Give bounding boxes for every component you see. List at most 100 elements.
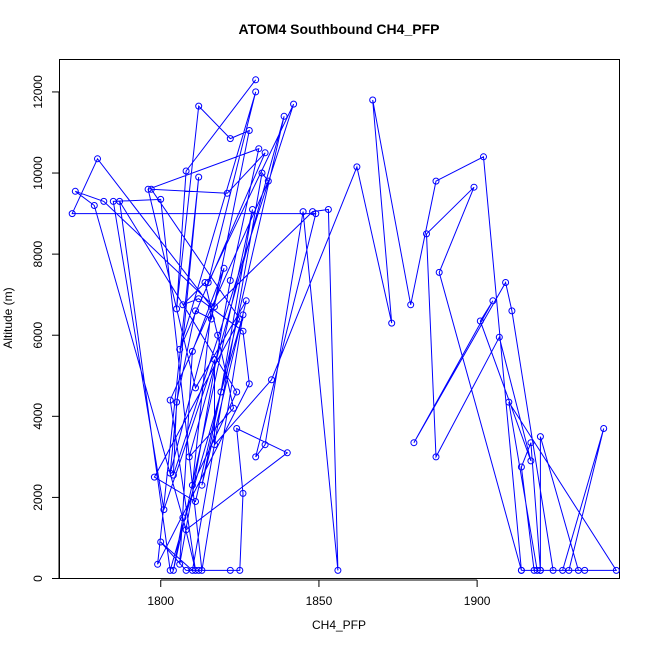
data-point <box>252 453 260 461</box>
data-point <box>502 279 510 286</box>
data-point <box>495 333 503 341</box>
data-point <box>508 307 516 315</box>
data-point <box>517 463 525 471</box>
data-point <box>249 206 256 213</box>
y-axis-label: Altitude (m) <box>1 287 15 348</box>
data-point <box>192 384 199 392</box>
data-point <box>258 169 266 177</box>
data-point <box>245 127 253 134</box>
data-point <box>261 441 269 449</box>
data-point <box>489 297 497 305</box>
data-point <box>211 441 218 449</box>
data-point <box>581 566 589 574</box>
data-point <box>214 331 222 339</box>
data-point <box>239 489 247 497</box>
data-point <box>252 88 260 96</box>
x-tick-label: 1900 <box>464 594 491 608</box>
data-point <box>533 566 541 574</box>
data-point <box>71 187 79 195</box>
data-point <box>353 163 361 171</box>
data-point <box>90 202 98 209</box>
data-point <box>150 473 158 481</box>
data-point <box>527 439 535 447</box>
data-point <box>211 356 218 363</box>
data-point <box>179 301 187 309</box>
series-layer <box>68 76 620 574</box>
data-point <box>517 566 525 574</box>
data-point <box>432 177 440 185</box>
data-point <box>299 208 307 216</box>
data-point <box>334 566 342 574</box>
data-point <box>283 449 291 457</box>
data-point <box>188 481 196 489</box>
x-tick-label: 1800 <box>147 594 174 608</box>
y-tick-label: 6000 <box>31 322 45 349</box>
x-axis-label: CH4_PFP <box>312 618 366 632</box>
chart-title: ATOM4 Southbound CH4_PFP <box>239 21 440 37</box>
y-tick-label: 4000 <box>31 403 45 430</box>
axis-layer: 1800 1850 1900 0 2000 4000 6000 8000 10000 12000 <box>31 75 491 608</box>
data-point <box>264 177 272 185</box>
data-point <box>182 526 190 534</box>
data-point <box>549 566 557 574</box>
data-point <box>233 425 241 432</box>
data-point <box>179 514 187 522</box>
data-point <box>236 566 244 574</box>
y-tick-label: 0 <box>31 575 45 582</box>
data-point <box>226 135 234 143</box>
data-point <box>188 347 196 355</box>
data-point <box>226 566 234 574</box>
data-point <box>223 189 231 197</box>
data-point <box>565 566 573 574</box>
data-point <box>239 327 247 335</box>
data-point <box>252 76 260 84</box>
data-point <box>470 183 478 191</box>
data-point <box>527 457 535 465</box>
data-point <box>407 301 415 309</box>
data-point <box>195 102 203 110</box>
data-point <box>173 305 181 313</box>
data-point <box>173 398 181 406</box>
data-point <box>369 96 377 104</box>
data-point <box>242 297 250 305</box>
data-point <box>410 439 418 447</box>
data-point <box>312 210 320 218</box>
data-point <box>176 345 184 353</box>
y-tick-label: 12000 <box>31 75 45 109</box>
data-point <box>195 173 203 181</box>
data-point <box>192 307 199 315</box>
data-point <box>198 566 206 574</box>
data-point <box>195 566 203 574</box>
data-point <box>245 380 253 388</box>
data-point <box>201 279 209 286</box>
data-point <box>144 185 152 193</box>
data-point <box>94 155 101 163</box>
data-point <box>176 560 184 568</box>
data-point <box>388 319 396 327</box>
data-point <box>204 279 212 286</box>
y-tick-label: 10000 <box>31 156 45 190</box>
data-point <box>157 538 165 546</box>
data-point <box>207 303 215 311</box>
data-point <box>169 566 177 574</box>
data-point <box>198 481 206 489</box>
data-point <box>268 376 275 384</box>
data-point <box>255 145 263 153</box>
data-point <box>166 396 174 404</box>
data-point <box>166 566 174 574</box>
data-point <box>290 100 298 108</box>
data-point <box>147 185 155 193</box>
data-point <box>230 404 237 412</box>
y-tick-label: 2000 <box>31 484 45 511</box>
data-point <box>207 315 215 323</box>
data-point <box>432 453 440 461</box>
data-point <box>68 210 76 218</box>
data-point <box>261 149 269 157</box>
data-point <box>217 388 225 396</box>
data-point <box>182 167 190 175</box>
data-point <box>109 197 117 205</box>
data-point <box>324 206 332 213</box>
data-point <box>536 433 544 441</box>
y-tick-label: 8000 <box>31 240 45 267</box>
